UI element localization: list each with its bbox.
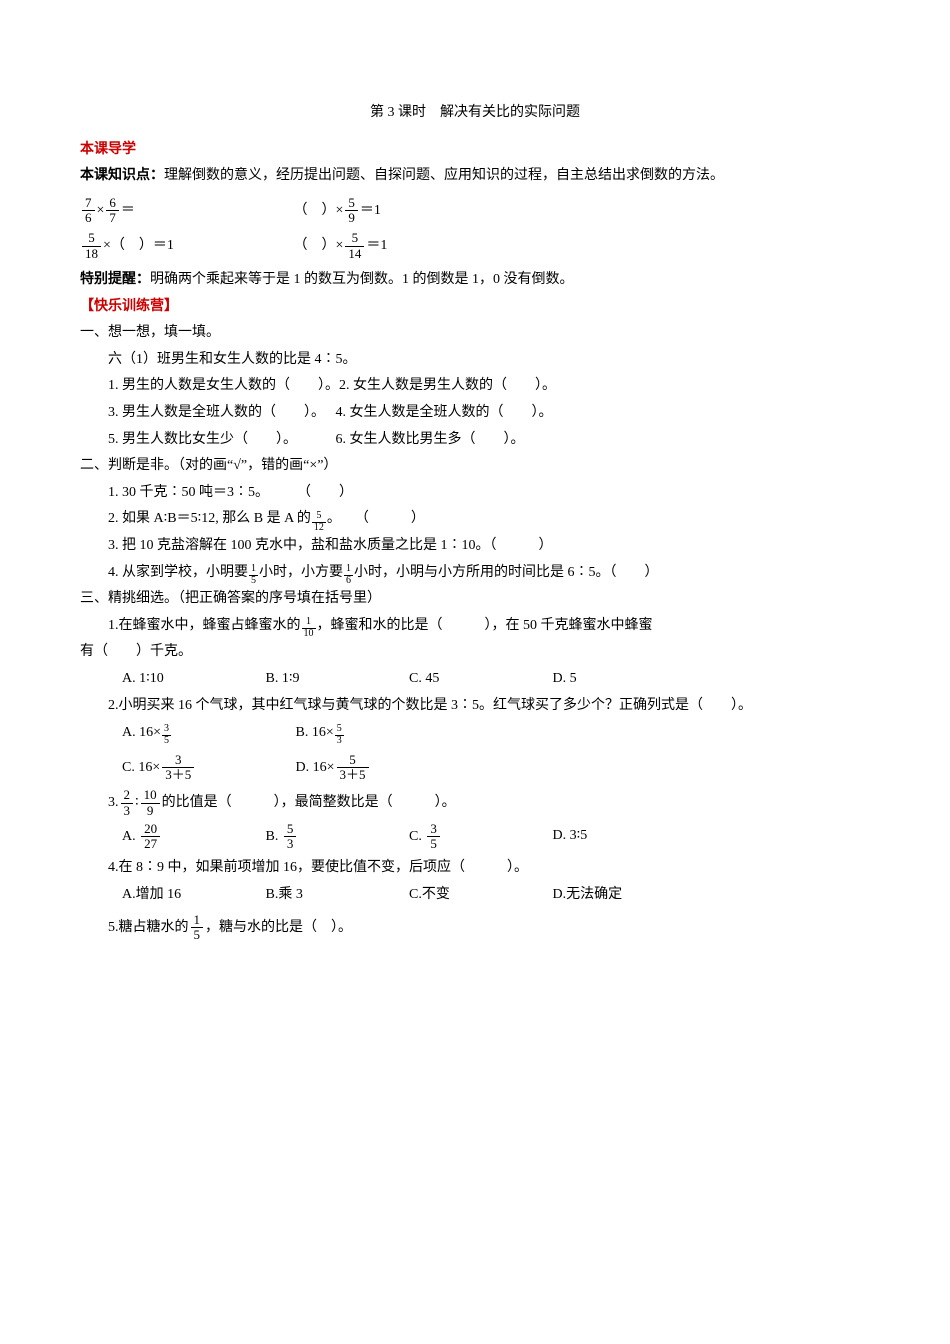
- section-3-heading: 三、精挑细选。（把正确答案的序号填在括号里）: [80, 586, 870, 613]
- sec3-q3-options: A. 2027 B. 53 C. 35 D. 3∶5: [80, 822, 870, 852]
- sec3-q1-line2: 有（ ）千克。: [80, 639, 870, 666]
- sec3-q1-line1: 1.在蜂蜜水中，蜂蜜占蜂蜜水的110，蜂蜜和水的比是（ ），在 50 千克蜂蜜水…: [80, 613, 870, 640]
- q1-opt-d: D. 5: [553, 666, 693, 693]
- q2-opt-a: A. 16×35: [122, 720, 292, 747]
- sec3-q2: 2.小明买来 16 个气球，其中红气球与黄气球的个数比是 3∶5。红气球买了多少…: [80, 693, 870, 720]
- sec3-q4: 4.在 8∶9 中，如果前项增加 16，要使比值不变，后项应（ ）。: [80, 855, 870, 882]
- sec3-q5: 5.糖占糖水的15，糖与水的比是（ ）。: [80, 913, 870, 943]
- q2-opt-c: C. 16×33＋5: [122, 753, 292, 783]
- q4-opt-d: D.无法确定: [553, 882, 693, 909]
- equation-row-1: 76×67＝ （ ）×59＝1: [80, 196, 870, 226]
- sec3-q3: 3.23∶109的比值是（ ），最简整数比是（ ）。: [80, 788, 870, 818]
- sec3-q2-options-row1: A. 16×35 B. 16×53: [80, 720, 870, 747]
- q3-opt-b: B. 53: [266, 822, 406, 852]
- q1-opt-b: B. 1∶9: [266, 666, 406, 693]
- sec2-q3: 3. 把 10 克盐溶解在 100 克水中，盐和盐水质量之比是 1∶10。（ ）: [80, 533, 870, 560]
- sec3-q1-options: A. 1∶10 B. 1∶9 C. 45 D. 5: [80, 666, 870, 693]
- reminder-text: 明确两个乘起来等于是 1 的数互为倒数。1 的倒数是 1，0 没有倒数。: [150, 272, 574, 287]
- sec1-line3: 5. 男生人数比女生少（ ）。 6. 女生人数比男生多（ ）。: [80, 427, 870, 454]
- equation-row-2: 518×（ ）＝1 （ ）×514＝1: [80, 231, 870, 261]
- q2-opt-d: D. 16×53＋5: [296, 753, 466, 783]
- sec1-intro: 六（1）班男生和女生人数的比是 4∶5。: [80, 347, 870, 374]
- q4-opt-b: B.乘 3: [266, 882, 406, 909]
- knowledge-point: 本课知识点：理解倒数的意义，经历提出问题、自探问题、应用知识的过程，自主总结出求…: [80, 163, 870, 190]
- q2-opt-b: B. 16×53: [296, 720, 466, 747]
- sec2-q4: 4. 从家到学校，小明要15小时，小方要16小时，小明与小方所用的时间比是 6∶…: [80, 560, 870, 587]
- knowledge-text: 理解倒数的意义，经历提出问题、自探问题、应用知识的过程，自主总结出求倒数的方法。: [164, 168, 724, 183]
- q3-opt-c: C. 35: [409, 822, 549, 852]
- knowledge-label: 本课知识点：: [80, 168, 164, 183]
- sec3-q4-options: A.增加 16 B.乘 3 C.不变 D.无法确定: [80, 882, 870, 909]
- sec3-q2-options-row2: C. 16×33＋5 D. 16×53＋5: [80, 753, 870, 783]
- q3-opt-a: A. 2027: [122, 822, 262, 852]
- camp-heading: 【快乐训练营】: [80, 294, 870, 321]
- sec1-line2: 3. 男生人数是全班人数的（ ）。 4. 女生人数是全班人数的（ ）。: [80, 400, 870, 427]
- reminder: 特别提醒：明确两个乘起来等于是 1 的数互为倒数。1 的倒数是 1，0 没有倒数…: [80, 267, 870, 294]
- q3-opt-d: D. 3∶5: [553, 823, 693, 850]
- eq-1: 76×67＝: [80, 196, 290, 226]
- reminder-label: 特别提醒：: [80, 272, 150, 287]
- sec2-q2: 2. 如果 A∶B＝5∶12, 那么 B 是 A 的512。 （ ）: [80, 506, 870, 533]
- lesson-title: 第 3 课时 解决有关比的实际问题: [80, 100, 870, 127]
- eq-4: （ ）×514＝1: [294, 231, 504, 261]
- eq-2: （ ）×59＝1: [294, 196, 504, 226]
- section-1-heading: 一、想一想，填一填。: [80, 320, 870, 347]
- q1-opt-c: C. 45: [409, 666, 549, 693]
- guide-heading: 本课导学: [80, 137, 870, 164]
- eq-3: 518×（ ）＝1: [80, 231, 290, 261]
- q4-opt-c: C.不变: [409, 882, 549, 909]
- section-2-heading: 二、判断是非。（对的画“√”，错的画“×”）: [80, 453, 870, 480]
- sec2-q1: 1. 30 千克∶50 吨＝3∶5。 （ ）: [80, 480, 870, 507]
- q4-opt-a: A.增加 16: [122, 882, 262, 909]
- sec1-line1: 1. 男生的人数是女生人数的（ ）。2. 女生人数是男生人数的（ ）。: [80, 373, 870, 400]
- q1-opt-a: A. 1∶10: [122, 666, 262, 693]
